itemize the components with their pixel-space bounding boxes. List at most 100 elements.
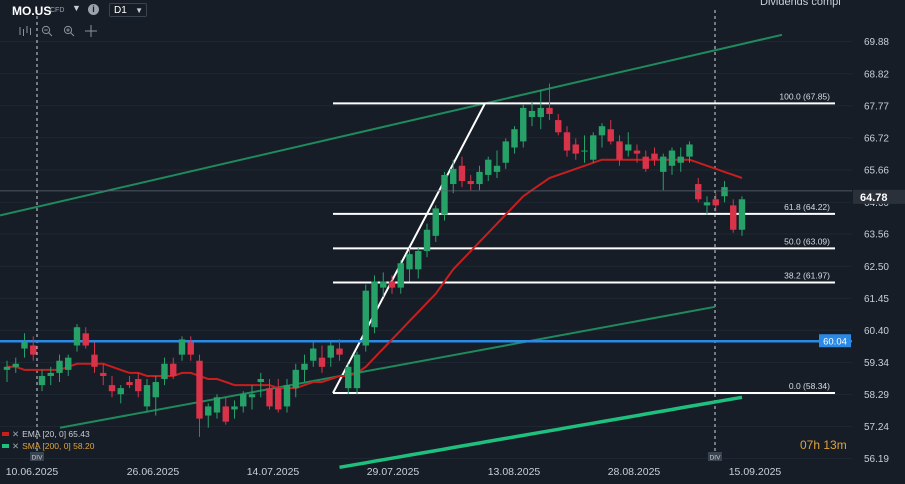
candle-body [266,388,273,407]
candle-body [65,357,72,370]
candle [721,181,728,203]
fibonacci-retracement: 100.0 (67.85) 61.8 (64.22) 50.0 (63.09) 38.… [333,91,835,395]
candle-body [170,363,177,376]
div-badge-label: DIV [32,455,44,462]
candle [686,141,693,163]
fib-level-label: 0.0 (58.34) [789,381,830,391]
symbol-name[interactable]: MO.US [12,4,52,18]
candle-body [712,199,719,206]
candle [660,153,667,191]
candle-body [432,208,439,236]
legend-sma[interactable]: ✕ SMA [200, 0] 58.20 [2,440,94,452]
candle [703,196,711,215]
info-icon[interactable]: i [88,4,99,15]
candle-body [686,144,693,157]
candle [432,205,439,242]
candle [695,177,702,203]
candle [371,275,378,334]
candle-body [572,144,579,154]
candle [668,147,676,175]
ema-swatch [2,432,9,436]
timeframe-value: D1 [114,5,127,16]
last-price-badge [853,189,905,204]
dropdown-caret-icon[interactable]: ▼ [72,3,81,13]
candle [248,385,256,410]
candle [642,150,649,172]
candle [738,196,746,236]
candle [406,248,413,282]
channel-lower-line [59,305,716,429]
timeframe-select[interactable]: D1 ▼ [109,3,147,17]
candle [380,272,387,297]
time-tick-label: 14.07.2025 [247,466,300,478]
candle [625,132,632,157]
div-badge-label: DIV [710,455,722,462]
candle [178,336,186,361]
candle-body [668,150,676,166]
legend-ema[interactable]: ✕ EMA [20, 0] 65.43 [2,428,94,440]
candle-body [476,171,483,185]
candle-body [318,357,326,367]
price-labels: 64.78 60.04 [0,189,905,348]
last-price-label: 64.78 [860,192,888,204]
candle [485,156,492,182]
sma-200-path [339,395,743,470]
candle-body [458,165,466,182]
candle-body [240,394,247,407]
candle-body [677,156,684,163]
candle [222,397,229,425]
candle [362,284,369,352]
time-tick-label: 10.06.2025 [6,466,59,478]
candle [275,378,282,413]
candle-body [371,281,378,328]
indicators-icon[interactable] [18,24,32,38]
candle-body [450,168,457,185]
candle [135,372,142,398]
candle [30,336,37,361]
candle-body [651,153,658,160]
candle [555,113,562,136]
candle-body [695,184,702,200]
price-tick-label: 68.82 [864,69,889,80]
candle-body [353,354,361,389]
close-icon[interactable]: ✕ [12,441,20,451]
price-tick-label: 67.77 [864,101,889,112]
time-axis: 10.06.2025 26.06.2025 14.07.2025 29.07.2025… [6,466,782,478]
price-tick-label: 62.50 [864,262,889,273]
close-icon[interactable]: ✕ [12,429,20,439]
candle-body [3,366,11,370]
candle-body [56,360,63,373]
zoom-in-icon[interactable] [62,24,76,38]
candle-body [598,126,606,136]
candle [12,357,19,373]
candle [73,324,81,352]
candle [677,147,684,172]
candle [353,351,361,395]
candle-body [537,107,544,118]
candle-body [161,363,168,379]
candle [108,375,116,398]
chart-toolbar: MO.US CFD ▼ i D1 ▼ [0,0,905,22]
candle [117,385,124,404]
price-tick-label: 66.72 [864,133,889,144]
candle-body [502,141,509,163]
candle [520,104,527,148]
vertical-markers: DIV DIV [30,10,722,462]
price-tick-label: 59.34 [864,358,889,369]
candle-body [721,187,728,197]
candle-body [301,363,308,370]
crosshair-icon[interactable] [84,24,98,38]
price-tick-label: 60.40 [864,326,889,337]
candle [528,101,536,127]
candle [292,363,299,398]
candle-body [108,385,116,392]
candle-body [47,372,54,376]
chart-tools [18,24,98,38]
zoom-out-icon[interactable] [40,24,54,38]
ema-20-line [7,158,743,390]
candle-body [467,181,474,185]
candle-body [275,388,282,410]
candle-body [91,354,98,367]
candles [3,83,746,437]
